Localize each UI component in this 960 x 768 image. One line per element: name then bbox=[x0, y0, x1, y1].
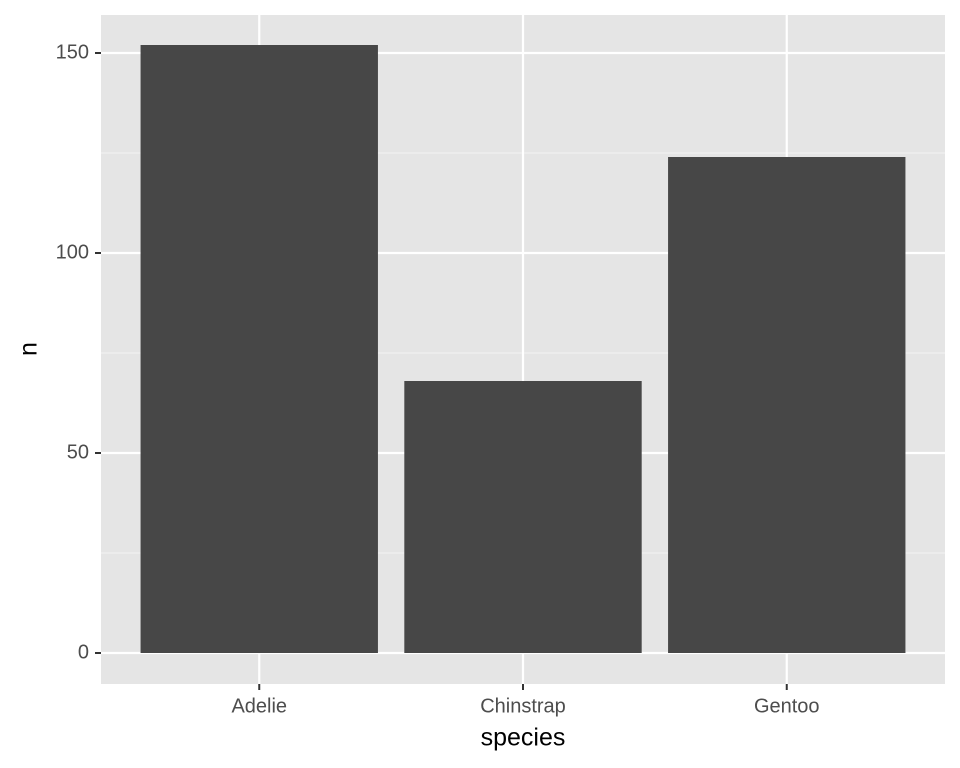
x-axis-title: species bbox=[481, 724, 566, 752]
bar bbox=[404, 381, 642, 653]
bar bbox=[140, 45, 378, 653]
y-tick-label: 100 bbox=[56, 241, 89, 263]
x-tick-label: Chinstrap bbox=[480, 695, 566, 717]
y-tick-label: 0 bbox=[78, 641, 89, 663]
y-axis-title: n bbox=[15, 342, 43, 356]
bar bbox=[668, 157, 906, 653]
y-tick-label: 150 bbox=[56, 41, 89, 63]
x-tick-label: Gentoo bbox=[754, 695, 820, 717]
y-tick-label: 50 bbox=[67, 441, 89, 463]
x-tick-label: Adelie bbox=[231, 695, 287, 717]
